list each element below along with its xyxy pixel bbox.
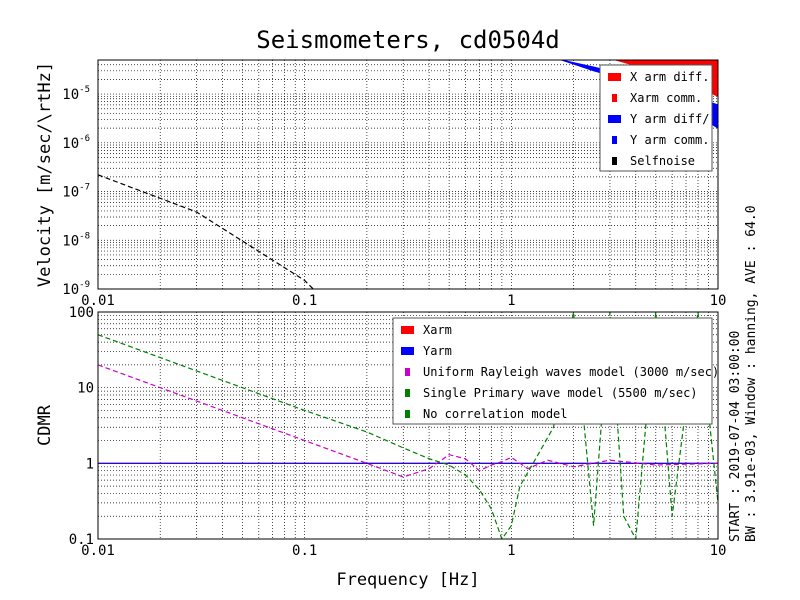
x-tick-label: 0.01: [81, 293, 115, 309]
legend-label: Xarm: [423, 323, 452, 337]
y-tick-label: 10: [77, 381, 94, 397]
legend-swatch: [405, 368, 410, 376]
legend-swatch: [612, 157, 617, 165]
y-tick-label: 100: [69, 305, 94, 321]
legend: Xarm Yarm Uniform Rayleigh waves model (30…: [392, 317, 719, 425]
x-tick-label: 10: [710, 293, 727, 309]
legend-label: Single Primary wave model (5500 m/sec): [423, 386, 698, 400]
y-tick-label: 10-7: [62, 183, 90, 201]
plot-frame: [97, 59, 719, 290]
plot-area: [98, 312, 718, 539]
legend-label: Y arm diff/: [630, 112, 709, 126]
panel-velocity-panel: 0.01 0.1 1 10 10-9 10-8 10-7 10-6 10-5 Velocity […: [35, 59, 727, 309]
legend-swatch: [608, 115, 621, 123]
series-line-4: [98, 174, 314, 289]
x-tick-label: 1: [507, 543, 515, 559]
plot-frame: [97, 311, 719, 540]
legend-label: No correlation model: [423, 407, 568, 421]
y-tick-label: 10-8: [62, 231, 90, 249]
y-tick-label: 1: [86, 456, 94, 472]
y-axis-label: CDMR: [35, 404, 55, 446]
y-tick-label: 10-5: [62, 85, 90, 103]
legend-swatch: [612, 136, 617, 144]
x-tick-label: 0.01: [81, 543, 115, 559]
y-axis-label: Velocity [m/sec/\rtHz]: [35, 62, 55, 287]
y-tick-label: 10-9: [62, 280, 90, 298]
legend: X arm diff. Xarm comm. Y arm diff/Y arm co…: [599, 64, 713, 172]
x-tick-label: 0.1: [292, 293, 317, 309]
chart-title: Seismometers, cd0504d: [256, 26, 560, 54]
legend-label: Y arm comm.: [630, 133, 709, 147]
start-time-text: START : 2019-07-04 03:00:00: [728, 330, 743, 542]
legend-swatch: [612, 94, 617, 102]
x-axis-label: Frequency [Hz]: [336, 570, 479, 590]
bandwidth-text: BW : 3.91e-03, Window : hanning, AVE : 6…: [744, 205, 759, 542]
legend-swatch: [405, 389, 410, 397]
legend-swatch: [401, 326, 414, 334]
legend-label: X arm diff.: [630, 70, 709, 84]
x-tick-label: 0.1: [292, 543, 317, 559]
legend-label: Xarm comm.: [630, 91, 702, 105]
legend-swatch: [401, 347, 414, 355]
series-line-2: [98, 364, 718, 478]
legend-swatch: [608, 73, 621, 81]
legend-label: Uniform Rayleigh waves model (3000 m/sec…: [423, 365, 719, 379]
x-tick-label: 10: [710, 543, 727, 559]
legend-swatch: [405, 410, 410, 418]
legend-box: [392, 317, 713, 425]
y-tick-label: 0.1: [69, 532, 94, 548]
legend-label: Yarm: [423, 344, 452, 358]
x-tick-label: 1: [507, 293, 515, 309]
legend-label: Selfnoise: [630, 154, 695, 168]
y-tick-label: 10-6: [62, 134, 90, 152]
series-line-3: [98, 312, 718, 539]
